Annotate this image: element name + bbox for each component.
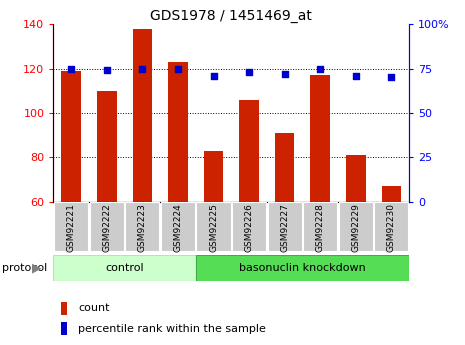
Point xyxy=(67,66,75,71)
Text: basonuclin knockdown: basonuclin knockdown xyxy=(239,263,366,273)
Point xyxy=(388,75,395,80)
FancyBboxPatch shape xyxy=(374,202,408,252)
Text: ▶: ▶ xyxy=(32,262,41,275)
Bar xyxy=(60,302,67,315)
Bar xyxy=(60,322,67,335)
Bar xyxy=(53,255,196,281)
Bar xyxy=(239,100,259,202)
Bar xyxy=(382,186,401,202)
FancyBboxPatch shape xyxy=(90,202,124,252)
Bar xyxy=(346,155,365,202)
Bar xyxy=(168,62,188,202)
Text: GSM92222: GSM92222 xyxy=(102,203,111,252)
Point xyxy=(174,66,182,71)
Text: GSM92226: GSM92226 xyxy=(245,203,253,252)
Text: GSM92221: GSM92221 xyxy=(67,203,76,252)
Point xyxy=(281,71,288,77)
Bar xyxy=(196,255,409,281)
Text: GSM92228: GSM92228 xyxy=(316,203,325,252)
Text: GSM92224: GSM92224 xyxy=(173,203,182,252)
Text: GSM92227: GSM92227 xyxy=(280,203,289,252)
FancyBboxPatch shape xyxy=(303,202,337,252)
Bar xyxy=(311,75,330,202)
Point xyxy=(352,73,359,78)
Text: GSM92223: GSM92223 xyxy=(138,203,147,252)
FancyBboxPatch shape xyxy=(232,202,266,252)
Bar xyxy=(61,71,81,202)
Point xyxy=(210,73,217,78)
Text: GSM92230: GSM92230 xyxy=(387,203,396,252)
Text: GSM92225: GSM92225 xyxy=(209,203,218,252)
Text: count: count xyxy=(79,303,110,313)
Text: GSM92229: GSM92229 xyxy=(352,203,360,252)
Point xyxy=(139,66,146,71)
Text: percentile rank within the sample: percentile rank within the sample xyxy=(79,324,266,334)
Text: control: control xyxy=(105,263,144,273)
FancyBboxPatch shape xyxy=(268,202,302,252)
Bar xyxy=(275,133,294,202)
Title: GDS1978 / 1451469_at: GDS1978 / 1451469_at xyxy=(150,9,312,23)
FancyBboxPatch shape xyxy=(126,202,159,252)
FancyBboxPatch shape xyxy=(54,202,88,252)
Bar xyxy=(204,151,223,202)
Point xyxy=(103,68,111,73)
Point xyxy=(317,66,324,71)
Point xyxy=(246,69,253,75)
FancyBboxPatch shape xyxy=(339,202,373,252)
FancyBboxPatch shape xyxy=(197,202,231,252)
FancyBboxPatch shape xyxy=(161,202,195,252)
Text: protocol: protocol xyxy=(2,263,47,273)
Bar xyxy=(133,29,152,202)
Bar xyxy=(97,91,117,202)
